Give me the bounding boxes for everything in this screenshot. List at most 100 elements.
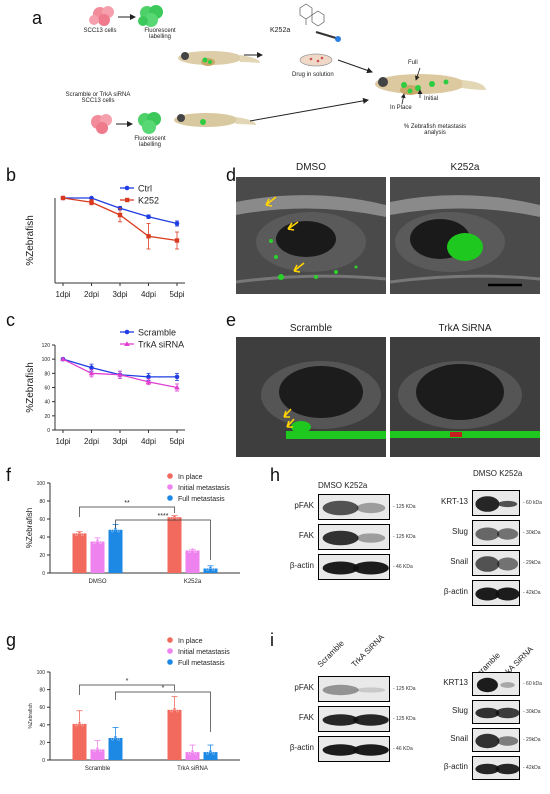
data-point xyxy=(89,365,94,370)
blot-strip xyxy=(318,706,390,732)
panel-label-i: i xyxy=(270,630,274,650)
legend-label: TrkA siRNA xyxy=(138,340,184,350)
kda-marker: - 29kDa xyxy=(523,560,541,566)
blot-label: β-actin xyxy=(289,561,314,570)
data-dot xyxy=(117,529,120,533)
y-tick-label: 80 xyxy=(44,371,50,377)
x-tick-label: 3dpi xyxy=(112,290,127,299)
blot-label: KRT13 xyxy=(443,678,468,687)
labelled-cells-2-icon xyxy=(138,112,161,134)
y-axis-label: %Zebrafish xyxy=(25,362,36,413)
i-lane1-label: Scramble xyxy=(315,638,346,669)
data-point xyxy=(117,212,123,218)
data-dot xyxy=(99,748,102,752)
data-dot xyxy=(173,707,176,711)
legend-label: Full metastasis xyxy=(178,660,225,667)
data-dot xyxy=(212,568,215,571)
data-point xyxy=(60,356,66,362)
legend-label: In place xyxy=(178,638,203,645)
data-dot xyxy=(99,541,102,544)
scc13-cells-label: SCC13 cells xyxy=(83,28,117,34)
y-axis-label: %Zebrafish xyxy=(28,703,34,729)
x-tick-label: 3dpi xyxy=(112,437,127,446)
data-dot xyxy=(75,723,78,727)
h-left-header: DMSO K252a xyxy=(318,481,368,490)
cells-cluster-icon xyxy=(89,6,114,26)
sig-bracket xyxy=(115,519,211,560)
molecule-icon xyxy=(299,3,325,27)
panel-label-f: f xyxy=(6,465,12,485)
legend-marker xyxy=(167,495,173,501)
blot-label: pFAK xyxy=(294,501,314,510)
y-tick-label: 20 xyxy=(39,553,45,559)
data-point xyxy=(146,234,151,239)
kda-marker: - 125 KDa xyxy=(393,534,416,540)
legend-marker xyxy=(167,484,173,490)
blot-label: FAK xyxy=(298,531,314,540)
blot-strip xyxy=(472,672,520,696)
data-dot xyxy=(206,751,209,755)
data-dot xyxy=(194,751,197,755)
y-tick-label: 40 xyxy=(39,535,45,541)
data-point xyxy=(174,374,180,380)
panel-label-d: d xyxy=(226,165,237,185)
sig-label: * xyxy=(126,678,129,685)
data-dot xyxy=(81,532,84,536)
legend-marker xyxy=(124,329,130,335)
data-dot xyxy=(96,539,99,542)
data-point xyxy=(89,195,94,201)
bar xyxy=(167,709,182,760)
data-dot xyxy=(170,709,173,713)
y-tick-label: 60 xyxy=(39,517,45,523)
kda-marker: - 30kDa xyxy=(523,709,541,715)
y-tick-label: 40 xyxy=(44,400,50,406)
y-tick-label: 80 xyxy=(39,499,45,505)
metastasis-larva-icon xyxy=(375,74,486,95)
blot-label: Snail xyxy=(450,557,468,566)
data-dot xyxy=(212,751,215,755)
y-tick-label: 20 xyxy=(39,740,45,746)
legend-label: Initial metastasis xyxy=(178,485,230,492)
e-left-title: Scramble xyxy=(289,323,333,334)
legend-label: Initial metastasis xyxy=(178,649,230,656)
blot-label: β-actin xyxy=(443,587,468,596)
data-dot xyxy=(78,721,81,725)
blot-strip xyxy=(472,490,520,516)
e-scramble-image xyxy=(236,337,386,457)
x-tick-label: 5dpi xyxy=(169,290,184,299)
bar xyxy=(72,533,87,573)
bar xyxy=(72,723,87,760)
blot-strip xyxy=(472,580,520,606)
sig-bracket xyxy=(115,691,211,732)
panel-label-e: e xyxy=(226,310,237,330)
data-dot xyxy=(111,529,114,533)
schematic-diagram xyxy=(89,3,486,134)
petri-dish-icon xyxy=(299,53,333,67)
blot-label: β-actin xyxy=(443,762,468,771)
scramble-trka-label: Scramble or TrkA siRNA SCC13 cells xyxy=(65,92,131,104)
x-tick-label: 4dpi xyxy=(141,437,156,446)
data-dot xyxy=(78,530,81,534)
chart-b: 1dpi 2dpi 3dpi 4dpi 5dpi %Zebrafish Ctrl K252 xyxy=(25,184,185,299)
metastasis-analysis-label: % Zebrafish metastasis analysis xyxy=(403,124,467,136)
k252a-label: K252a xyxy=(270,27,291,34)
x-tick-label: 4dpi xyxy=(141,290,156,299)
data-dot xyxy=(188,751,191,755)
data-dot xyxy=(75,532,78,536)
y-tick-label: 120 xyxy=(42,343,51,349)
sig-label: ** xyxy=(124,500,130,507)
data-point xyxy=(146,214,151,219)
kda-marker: - 60 kDa xyxy=(523,681,542,687)
panel-label-g: g xyxy=(6,630,17,650)
sig-bracket xyxy=(79,684,175,695)
y-tick-label: 100 xyxy=(37,481,46,487)
legend-marker xyxy=(124,341,130,346)
legend-label: Ctrl xyxy=(138,184,152,194)
blot-label: KRT-13 xyxy=(441,497,468,506)
h-right-header: DMSO K252a xyxy=(473,469,523,478)
data-dot xyxy=(191,749,194,753)
data-dot xyxy=(206,568,209,571)
zebrafish-larva-icon xyxy=(178,51,260,66)
data-point xyxy=(174,384,180,390)
